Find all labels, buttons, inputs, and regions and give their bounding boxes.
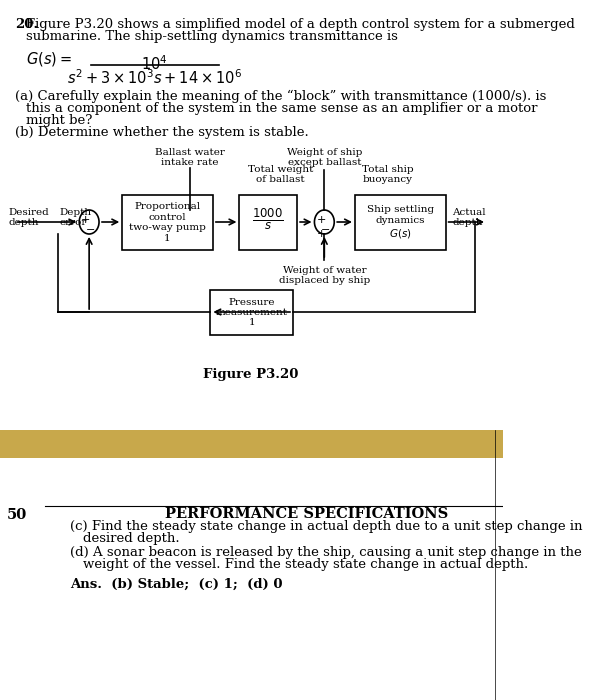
Text: Ship settling
dynamics
$G(s)$: Ship settling dynamics $G(s)$ <box>367 205 434 239</box>
Text: Figure P3.20: Figure P3.20 <box>203 368 298 381</box>
Text: Actual: Actual <box>452 208 486 217</box>
Text: (a) Carefully explain the meaning of the “block” with transmittance (1000/s). is: (a) Carefully explain the meaning of the… <box>15 90 546 103</box>
Text: Depth: Depth <box>60 208 91 217</box>
Text: Total weight: Total weight <box>248 165 313 174</box>
Text: desired depth.: desired depth. <box>83 532 179 545</box>
Text: $10^4$: $10^4$ <box>141 54 167 73</box>
Text: buoyancy: buoyancy <box>363 175 413 184</box>
Text: (c) Find the steady state change in actual depth due to a unit step change in: (c) Find the steady state change in actu… <box>70 520 583 533</box>
Text: Ans.  (b) Stable;  (c) 1;  (d) 0: Ans. (b) Stable; (c) 1; (d) 0 <box>70 578 283 591</box>
Text: except ballast: except ballast <box>287 158 361 167</box>
Text: 50: 50 <box>7 508 27 522</box>
Text: Desired: Desired <box>9 208 49 217</box>
Text: (b) Determine whether the system is stable.: (b) Determine whether the system is stab… <box>15 126 309 139</box>
Text: intake rate: intake rate <box>161 158 219 167</box>
Text: Weight of water: Weight of water <box>283 266 366 275</box>
Text: error: error <box>60 218 87 227</box>
Text: Ballast water: Ballast water <box>155 148 225 157</box>
Text: $G(s) = $: $G(s) = $ <box>26 50 72 68</box>
Text: (d) A sonar beacon is released by the ship, causing a unit step change in the: (d) A sonar beacon is released by the sh… <box>70 546 582 559</box>
Text: this a component of the system in the same sense as an amplifier or a motor: this a component of the system in the sa… <box>26 102 538 115</box>
Text: Figure P3.20 shows a simplified model of a depth control system for a submerged: Figure P3.20 shows a simplified model of… <box>26 18 576 31</box>
Text: $\frac{1000}{s}$: $\frac{1000}{s}$ <box>252 206 284 232</box>
Bar <box>0 430 502 458</box>
Text: Proportional
control
two-way pump
1: Proportional control two-way pump 1 <box>129 202 206 243</box>
Text: Weight of ship: Weight of ship <box>287 148 362 157</box>
Text: depth: depth <box>9 218 39 227</box>
Text: Total ship: Total ship <box>362 165 414 174</box>
Text: Pressure
measurement
1: Pressure measurement 1 <box>216 298 287 328</box>
Text: $s^2 + 3 \times 10^3 s + 14 \times 10^6$: $s^2 + 3 \times 10^3 s + 14 \times 10^6$ <box>67 68 242 87</box>
Text: +: + <box>316 215 326 225</box>
Bar <box>239 195 297 250</box>
Text: +: + <box>81 215 91 225</box>
Text: PERFORMANCE SPECIFICATIONS: PERFORMANCE SPECIFICATIONS <box>165 507 448 521</box>
Bar <box>355 195 446 250</box>
Bar <box>122 195 213 250</box>
Text: −: − <box>86 225 96 235</box>
Text: submarine. The ship-settling dynamics transmittance is: submarine. The ship-settling dynamics tr… <box>26 30 398 43</box>
Text: of ballast: of ballast <box>256 175 305 184</box>
Text: 20.: 20. <box>15 18 38 31</box>
Text: depth: depth <box>452 218 483 227</box>
Text: weight of the vessel. Find the steady state change in actual depth.: weight of the vessel. Find the steady st… <box>83 558 528 571</box>
Text: −: − <box>322 225 331 235</box>
Text: displaced by ship: displaced by ship <box>279 276 370 285</box>
Text: +: + <box>316 229 326 239</box>
Text: might be?: might be? <box>26 114 93 127</box>
Bar <box>211 290 293 335</box>
